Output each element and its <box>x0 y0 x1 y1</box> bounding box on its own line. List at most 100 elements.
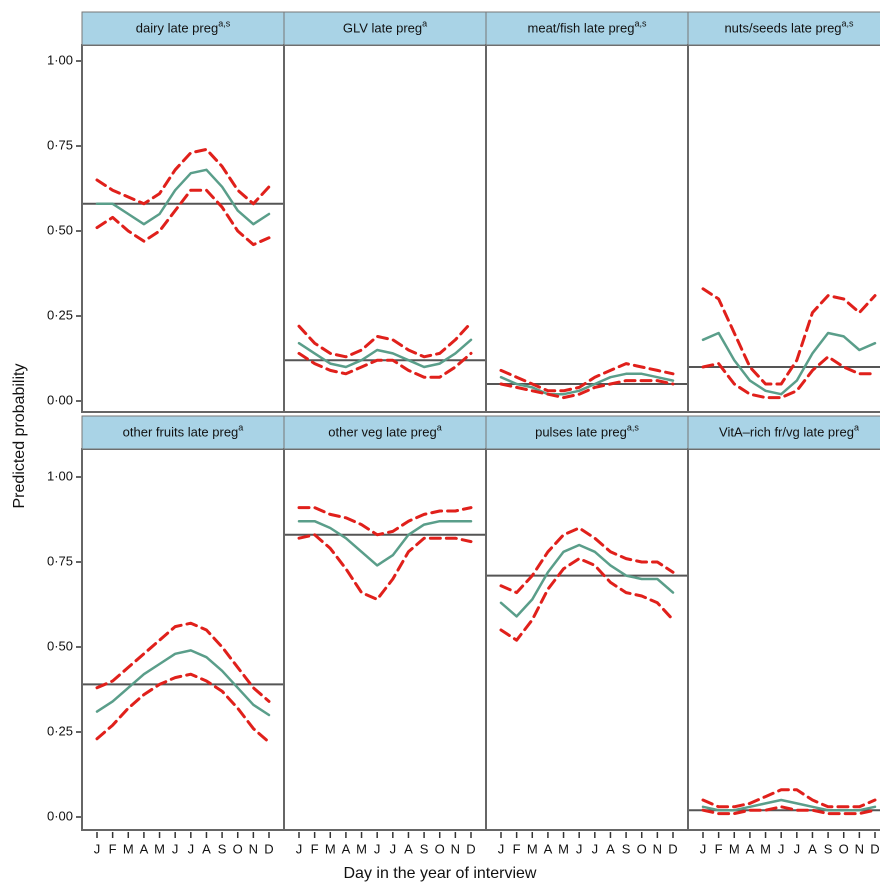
confidence-bound <box>499 557 675 642</box>
x-tick-label: A <box>202 841 211 856</box>
x-tick-label: A <box>342 841 351 856</box>
panel-title-text: VitA–rich fr/vg late preg <box>719 425 854 440</box>
panel-title-sup: a <box>238 423 243 433</box>
panel-background <box>283 448 487 831</box>
panel-title-sup: a <box>422 19 427 29</box>
x-tick-label: M <box>123 841 134 856</box>
panel-strip <box>687 415 880 450</box>
confidence-bound <box>701 788 877 809</box>
x-tick-label: N <box>653 841 662 856</box>
x-tick-label: S <box>420 841 429 856</box>
confidence-bound <box>297 351 473 379</box>
confidence-bound <box>297 506 473 537</box>
panel-title-text: meat/fish late preg <box>528 21 635 36</box>
y-tick-label: 0·00 <box>47 392 73 407</box>
panel-title-text: GLV late preg <box>343 21 422 36</box>
panel-background <box>81 448 285 831</box>
x-tick-label: J <box>498 841 505 856</box>
y-tick-label: 1·00 <box>47 52 73 67</box>
x-tick-label: M <box>356 841 367 856</box>
y-tick-label: 0·75 <box>47 137 73 152</box>
x-axis-label: Day in the year of interview <box>344 865 537 882</box>
x-tick-label: J <box>576 841 583 856</box>
x-tick-label: J <box>390 841 397 856</box>
x-tick-label: J <box>188 841 195 856</box>
panel-title: nuts/seeds late prega,s <box>724 19 854 36</box>
x-tick-label: O <box>637 841 647 856</box>
panel-title-text: dairy late preg <box>136 21 218 36</box>
x-tick-label: S <box>622 841 631 856</box>
x-tick-label: A <box>746 841 755 856</box>
confidence-bound <box>95 147 271 206</box>
x-tick-label: N <box>249 841 258 856</box>
confidence-bound <box>701 805 877 816</box>
fitted-curve <box>297 338 473 369</box>
panel-strip <box>485 415 689 450</box>
x-tick-label: J <box>374 841 381 856</box>
confidence-bound <box>701 287 877 386</box>
x-tick-label: A <box>140 841 149 856</box>
x-tick-label: F <box>513 841 521 856</box>
y-axis-label: Predicted probability <box>11 364 28 509</box>
y-tick-label: 0·25 <box>47 723 73 738</box>
x-tick-label: N <box>451 841 460 856</box>
panel-title: VitA–rich fr/vg late prega <box>719 423 859 440</box>
x-tick-label: D <box>264 841 273 856</box>
panel-title: pulses late prega,s <box>535 423 639 440</box>
x-tick-label: D <box>668 841 677 856</box>
panel-title-sup: a,s <box>627 423 640 433</box>
panel-title-text: other veg late preg <box>328 425 436 440</box>
panel-title-text: nuts/seeds late preg <box>724 21 841 36</box>
confidence-bound <box>499 379 675 400</box>
confidence-bound <box>297 533 473 601</box>
fitted-curve <box>499 543 675 618</box>
panel-background <box>485 44 689 413</box>
panel-strip <box>283 415 487 450</box>
x-tick-label: M <box>325 841 336 856</box>
confidence-bound <box>701 355 877 400</box>
panel-title-sup: a,s <box>218 19 231 29</box>
y-tick-label: 0·00 <box>47 808 73 823</box>
panel-title: dairy late prega,s <box>136 19 231 36</box>
panel-background <box>485 448 689 831</box>
y-tick-label: 0·50 <box>47 222 73 237</box>
panel-title: GLV late prega <box>343 19 427 36</box>
panel-title: other fruits late prega <box>123 423 244 440</box>
x-tick-label: J <box>778 841 785 856</box>
x-tick-label: A <box>606 841 615 856</box>
confidence-bound <box>95 672 271 744</box>
panel-title: other veg late prega <box>328 423 441 440</box>
panel-background <box>283 44 487 413</box>
y-tick-label: 0·25 <box>47 307 73 322</box>
panel-background <box>687 448 880 831</box>
x-tick-label: S <box>824 841 833 856</box>
x-tick-label: A <box>544 841 553 856</box>
confidence-bound <box>499 362 675 393</box>
x-tick-label: D <box>466 841 475 856</box>
confidence-bound <box>95 188 271 247</box>
x-tick-label: O <box>435 841 445 856</box>
x-tick-label: F <box>109 841 117 856</box>
x-tick-label: M <box>729 841 740 856</box>
x-tick-label: J <box>700 841 707 856</box>
confidence-bound <box>297 321 473 359</box>
x-tick-label: J <box>296 841 303 856</box>
x-tick-label: O <box>839 841 849 856</box>
x-tick-label: J <box>94 841 101 856</box>
panel-background <box>81 44 285 413</box>
panel-background <box>687 44 880 413</box>
x-tick-label: M <box>558 841 569 856</box>
panel-title-sup: a,s <box>842 19 855 29</box>
y-tick-label: 0·50 <box>47 638 73 653</box>
x-tick-label: J <box>172 841 179 856</box>
y-tick-label: 0·75 <box>47 553 73 568</box>
confidence-bound <box>499 526 675 595</box>
x-tick-label: M <box>760 841 771 856</box>
confidence-bound <box>95 621 271 703</box>
panel-strip <box>485 11 689 46</box>
fitted-curve <box>701 798 877 812</box>
panel-title-sup: a,s <box>634 19 647 29</box>
y-tick-label: 1·00 <box>47 468 73 483</box>
x-tick-label: M <box>154 841 165 856</box>
